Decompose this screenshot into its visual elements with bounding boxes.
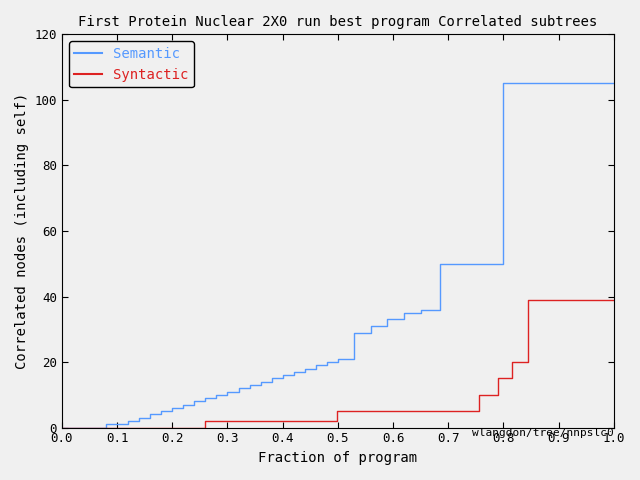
Y-axis label: Correlated nodes (including self): Correlated nodes (including self) — [15, 93, 29, 369]
Title: First Protein Nuclear 2X0 run best program Correlated subtrees: First Protein Nuclear 2X0 run best progr… — [78, 15, 598, 29]
X-axis label: Fraction of program: Fraction of program — [259, 451, 417, 465]
Legend: Semantic, Syntactic: Semantic, Syntactic — [69, 41, 194, 87]
Text: wlangdon/tree/nnpslc0: wlangdon/tree/nnpslc0 — [472, 428, 614, 438]
